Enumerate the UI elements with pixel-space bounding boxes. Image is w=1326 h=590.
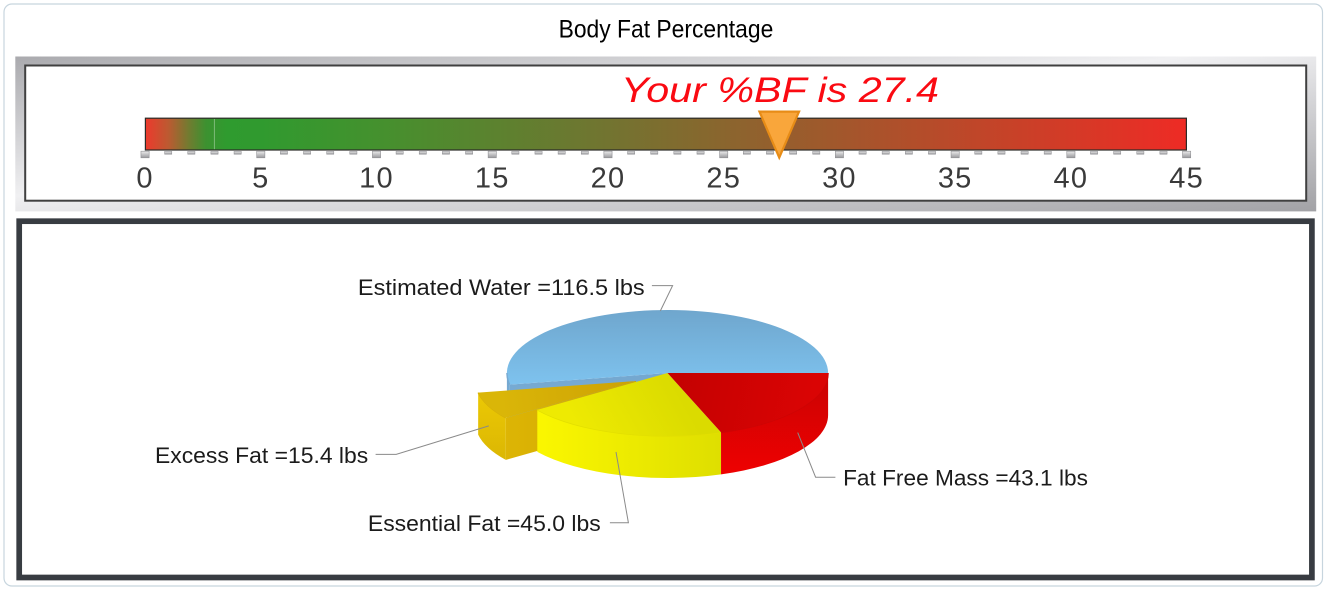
svg-text:35: 35	[938, 163, 973, 195]
svg-text:Your %BF is 27.4: Your %BF is 27.4	[621, 71, 939, 110]
svg-text:20: 20	[591, 163, 626, 195]
svg-text:5: 5	[252, 163, 269, 195]
svg-text:0: 0	[136, 163, 153, 195]
svg-text:40: 40	[1054, 163, 1089, 195]
svg-text:25: 25	[706, 163, 741, 195]
svg-text:Estimated Water =116.5 lbs: Estimated Water =116.5 lbs	[358, 275, 645, 300]
svg-text:Essential Fat =45.0 lbs: Essential Fat =45.0 lbs	[368, 511, 601, 536]
svg-text:15: 15	[475, 163, 510, 195]
svg-text:10: 10	[359, 163, 394, 195]
svg-text:Excess Fat =15.4 lbs: Excess Fat =15.4 lbs	[155, 443, 368, 468]
svg-text:45: 45	[1169, 163, 1204, 195]
svg-text:30: 30	[822, 163, 857, 195]
svg-text:Body Fat Percentage: Body Fat Percentage	[559, 16, 774, 44]
svg-text:Fat Free Mass =43.1 lbs: Fat Free Mass =43.1 lbs	[843, 466, 1088, 491]
